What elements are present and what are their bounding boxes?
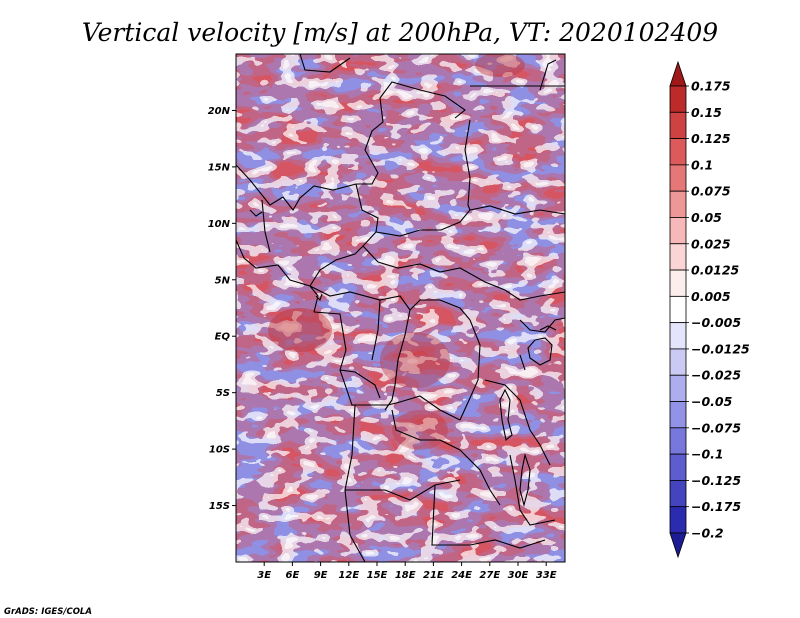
- colorbar-label: 0.125: [691, 131, 731, 146]
- colorbar-label: 0.025: [691, 236, 731, 251]
- colorbar-swatch: [669, 217, 687, 245]
- colorbar-swatch: [669, 374, 687, 402]
- colorbar-swatch: [669, 85, 687, 113]
- colorbar-label: 0.05: [691, 210, 722, 225]
- colorbar-swatch: [669, 138, 687, 166]
- field-strong-ascent-region: [475, 54, 525, 77]
- field-strong-ascent-region: [380, 332, 450, 388]
- country-borders: [236, 54, 565, 562]
- colorbar-swatch: [669, 427, 687, 455]
- x-tick-label: 27E: [479, 570, 500, 581]
- colorbar-label: 0.15: [691, 105, 722, 120]
- colorbar-swatch: [669, 111, 687, 139]
- colorbar-label: −0.1: [691, 447, 724, 462]
- colorbar-label: 0.175: [691, 79, 731, 94]
- colorbar-swatch: [669, 506, 687, 534]
- y-axis: 20N 15N 10N 5N EQ 5S 10S 15S: [208, 106, 236, 512]
- y-tick-label: 15N: [208, 162, 231, 173]
- x-tick-label: 30E: [508, 570, 529, 581]
- map-panel: [236, 54, 565, 562]
- x-tick-label: 3E: [257, 570, 271, 581]
- x-tick-label: 33E: [536, 570, 557, 581]
- map-frame: [235, 53, 566, 563]
- x-tick-label: 12E: [338, 570, 359, 581]
- x-axis: 3E 6E 9E 12E 15E 18E 21E 24E 27E 30E 33E: [257, 562, 557, 581]
- x-tick-label: 9E: [314, 570, 328, 581]
- colorbar-label: −0.005: [691, 315, 741, 330]
- colorbar-label: −0.2: [691, 526, 724, 541]
- colorbar-label: −0.125: [691, 473, 741, 488]
- field-strong-ascent-region: [392, 410, 448, 450]
- colorbar-swatch: [669, 295, 687, 324]
- colorbar-swatch: [669, 60, 687, 87]
- colorbar-swatch: [669, 480, 687, 508]
- y-tick-label: 10N: [208, 219, 231, 230]
- field-strong-ascent-region: [268, 308, 332, 352]
- y-tick-label: 10S: [209, 445, 230, 456]
- y-tick-label: 15S: [209, 501, 230, 512]
- colorbar-swatch: [669, 532, 687, 559]
- x-tick-label: 15E: [367, 570, 388, 581]
- colorbar-swatch: [669, 322, 687, 350]
- colorbar-label: 0.075: [691, 184, 731, 199]
- colorbar-label: 0.005: [691, 289, 731, 304]
- colorbar-label: −0.0125: [691, 341, 750, 356]
- colorbar-label: −0.175: [691, 499, 741, 514]
- y-tick-label: 5S: [216, 388, 230, 399]
- field-near-zero-bands: [236, 54, 565, 562]
- x-tick-label: 18E: [395, 570, 416, 581]
- colorbar-swatch: [669, 243, 687, 271]
- x-tick-label: 24E: [451, 570, 472, 581]
- colorbar-label: −0.025: [691, 368, 741, 383]
- credit-label: GrADS: IGES/COLA: [4, 607, 92, 617]
- colorbar-swatch: [669, 401, 687, 429]
- colorbar-swatch: [669, 269, 687, 297]
- x-tick-label: 6E: [286, 570, 300, 581]
- colorbar-label: 0.0125: [691, 263, 740, 278]
- y-tick-label: 20N: [208, 106, 231, 117]
- colorbar: 0.175 0.15 0.125 0.1 0.075 0.05 0.025 0.0125 0.0…: [669, 60, 750, 559]
- colorbar-label: −0.05: [691, 394, 733, 409]
- y-tick-label: 5N: [215, 275, 231, 286]
- x-tick-label: 21E: [423, 570, 444, 581]
- colorbar-swatch: [669, 453, 687, 481]
- colorbar-swatch: [669, 348, 687, 376]
- chart-title: Vertical velocity [m/s] at 200hPa, VT: 2…: [82, 18, 718, 47]
- colorbar-label: −0.075: [691, 420, 741, 435]
- colorbar-label: 0.1: [691, 157, 713, 172]
- colorbar-swatch: [669, 164, 687, 192]
- lakes: [249, 209, 557, 508]
- y-tick-label: EQ: [215, 332, 231, 343]
- colorbar-swatch: [669, 190, 687, 218]
